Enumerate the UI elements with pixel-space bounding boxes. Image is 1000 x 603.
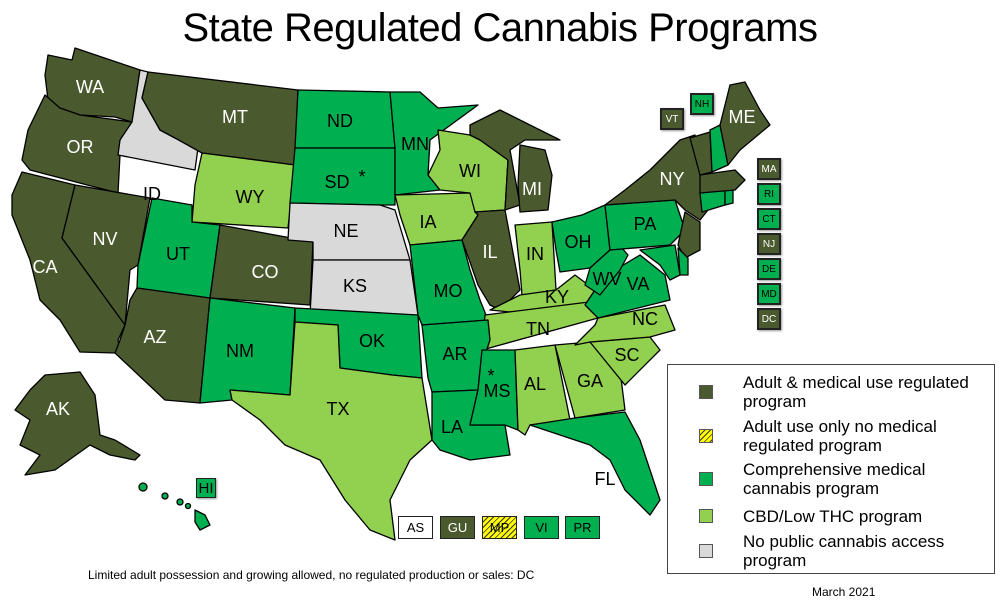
annotation-asterisk-SD: * [358, 167, 365, 187]
state-NV[interactable] [61, 184, 151, 326]
state-label-NM: NM [226, 341, 254, 361]
state-label-VA: VA [627, 274, 650, 294]
callout-HI[interactable]: HI [196, 478, 216, 498]
state-FL[interactable] [529, 411, 661, 516]
box-DE[interactable]: DE [757, 258, 781, 280]
legend-label: No public cannabis access program [743, 532, 945, 570]
date-label: March 2021 [812, 585, 876, 599]
box-DC[interactable]: DC [757, 308, 781, 330]
state-label-MN: MN [401, 134, 429, 154]
state-label-SD: SD [324, 172, 349, 192]
legend-label: Comprehensive medical cannabis program [743, 460, 926, 498]
state-label-WA: WA [76, 77, 104, 97]
state-label-NC: NC [632, 309, 658, 329]
state-label-ID: ID [143, 184, 161, 204]
box-NJ[interactable]: NJ [757, 233, 781, 255]
box-CT[interactable]: CT [757, 208, 781, 230]
state-label-TX: TX [326, 399, 349, 419]
state-NC[interactable] [574, 304, 676, 346]
state-label-KY: KY [545, 287, 569, 307]
state-MA[interactable] [699, 169, 746, 194]
map-title: State Regulated Cannabis Programs [182, 6, 818, 50]
state-MN[interactable] [389, 91, 479, 196]
state-label-KS: KS [343, 276, 367, 296]
state-label-TN: TN [526, 319, 550, 339]
state-OR[interactable] [21, 94, 133, 194]
state-label-SC: SC [614, 345, 639, 365]
legend-label: Adult use only no medical regulated prog… [743, 417, 937, 455]
legend: Adult & medical use regulated program Ad… [667, 364, 995, 574]
legend-swatch-cbd [699, 509, 713, 523]
legend-swatch-none [699, 544, 713, 558]
state-label-IA: IA [419, 212, 436, 232]
state-label-AR: AR [442, 344, 467, 364]
legend-swatch-adult-medical [699, 385, 713, 399]
state-label-WI: WI [459, 161, 481, 181]
state-label-MI: MI [522, 179, 542, 199]
territory-AS[interactable]: AS [398, 516, 433, 539]
state-label-AZ: AZ [143, 327, 166, 347]
state-label-LA: LA [441, 417, 463, 437]
legend-swatch-adult-only [699, 429, 713, 443]
state-label-WY: WY [236, 187, 265, 207]
callout-NH[interactable]: NH [690, 93, 714, 115]
state-label-WV: WV [593, 269, 622, 289]
box-RI[interactable]: RI [757, 183, 781, 205]
state-label-AK: AK [46, 399, 70, 419]
state-label-MT: MT [222, 107, 248, 127]
state-label-OK: OK [359, 331, 385, 351]
territory-VI[interactable]: VI [524, 516, 559, 539]
state-label-ND: ND [327, 111, 353, 131]
state-label-ME: ME [729, 107, 756, 127]
state-label-UT: UT [166, 244, 190, 264]
state-DE[interactable] [677, 247, 689, 276]
state-label-CA: CA [32, 257, 57, 277]
state-NJ[interactable] [677, 211, 701, 259]
state-label-NE: NE [333, 221, 358, 241]
state-TX[interactable] [229, 321, 433, 541]
state-label-NY: NY [659, 169, 684, 189]
state-label-GA: GA [577, 371, 603, 391]
territory-PR[interactable]: PR [565, 516, 600, 539]
legend-label: Adult & medical use regulated program [743, 373, 969, 411]
state-ME[interactable] [719, 81, 771, 166]
state-MI-lower[interactable] [517, 144, 553, 213]
state-label-MO: MO [434, 281, 463, 301]
state-label-IN: IN [526, 244, 544, 264]
state-label-NV: NV [92, 229, 117, 249]
state-label-PA: PA [634, 214, 657, 234]
state-SD[interactable] [289, 147, 396, 206]
state-RI[interactable] [724, 189, 734, 206]
state-IL[interactable] [461, 209, 521, 311]
state-WA[interactable] [44, 47, 141, 123]
state-label-CO: CO [252, 262, 279, 282]
box-MA[interactable]: MA [757, 158, 781, 180]
footnote: Limited adult possession and growing all… [88, 568, 535, 582]
legend-label: CBD/Low THC program [743, 507, 923, 526]
callout-VT[interactable]: VT [660, 108, 684, 130]
state-WY[interactable] [191, 152, 296, 229]
annotation-asterisk-MS: * [487, 366, 494, 386]
territory-GU[interactable]: GU [440, 516, 475, 539]
state-MD[interactable] [639, 244, 681, 281]
state-labels: WA OR CA NV ID MT WY UT CO AZ NM ND SD * NE KS OK TX MN IA M… [32, 77, 755, 489]
state-HI[interactable] [138, 482, 211, 531]
box-MD[interactable]: MD [757, 283, 781, 305]
state-label-MS: MS [484, 381, 511, 401]
state-label-OH: OH [565, 232, 592, 252]
state-label-AL: AL [524, 374, 546, 394]
state-AK[interactable] [14, 371, 141, 476]
state-label-IL: IL [482, 242, 497, 262]
territory-MP[interactable]: MP [482, 516, 517, 539]
state-label-OR: OR [67, 137, 94, 157]
legend-swatch-comprehensive [699, 472, 713, 486]
state-label-FL: FL [594, 469, 615, 489]
